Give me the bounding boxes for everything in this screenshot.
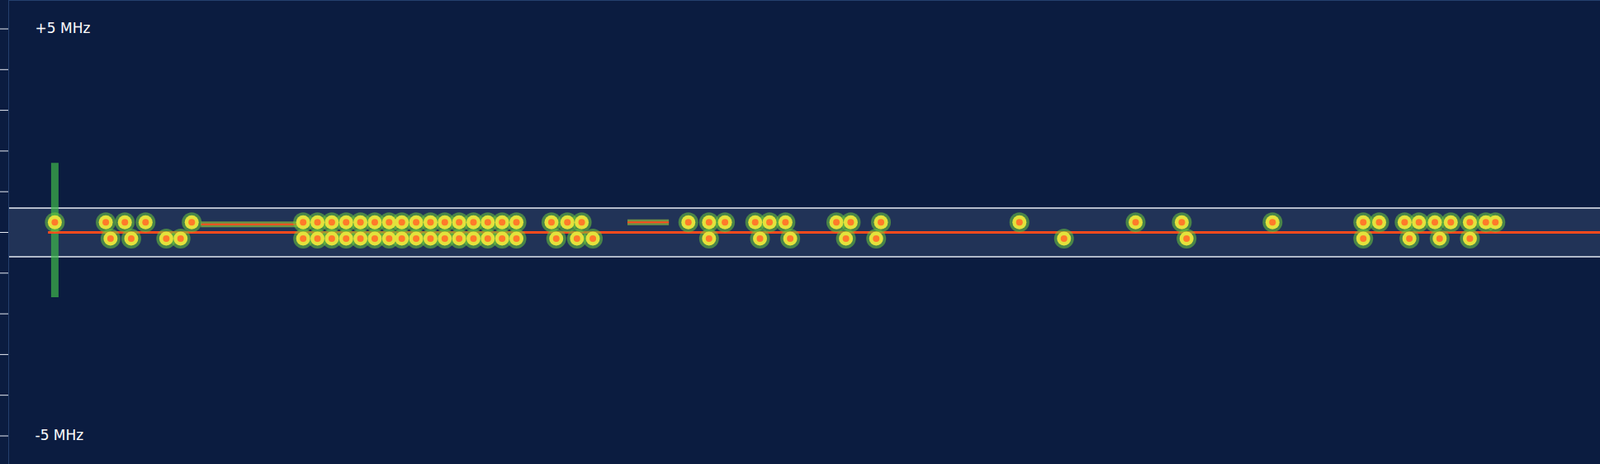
svg-text:+5 MHz: +5 MHz: [35, 19, 91, 37]
svg-text:-5 MHz: -5 MHz: [35, 426, 85, 444]
